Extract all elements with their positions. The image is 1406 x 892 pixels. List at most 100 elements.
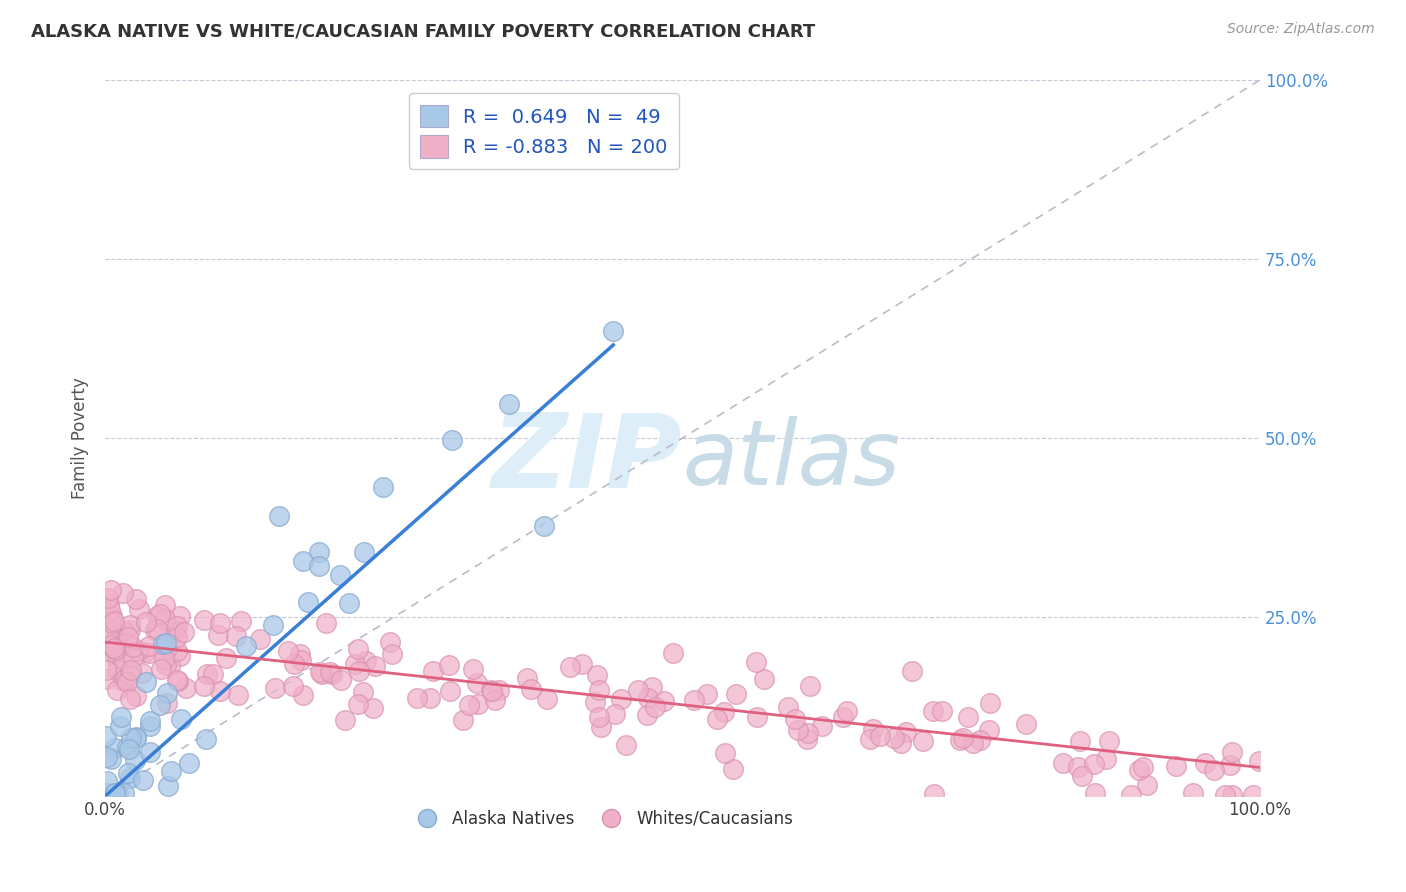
Point bbox=[778, 699, 800, 714]
Point bbox=[179, 756, 201, 770]
Point bbox=[862, 722, 884, 736]
Point bbox=[111, 586, 134, 600]
Point bbox=[104, 642, 127, 657]
Text: Source: ZipAtlas.com: Source: ZipAtlas.com bbox=[1227, 22, 1375, 37]
Point bbox=[832, 709, 855, 723]
Point bbox=[100, 752, 122, 766]
Point bbox=[166, 630, 188, 644]
Point bbox=[145, 623, 167, 637]
Point bbox=[330, 673, 353, 687]
Point bbox=[112, 652, 135, 666]
Point bbox=[208, 684, 231, 698]
Point bbox=[1220, 745, 1243, 759]
Point bbox=[799, 679, 821, 693]
Point bbox=[859, 731, 882, 746]
Point bbox=[1071, 768, 1094, 782]
Point bbox=[354, 654, 377, 668]
Point bbox=[787, 723, 810, 738]
Point bbox=[128, 643, 150, 657]
Point bbox=[225, 629, 247, 643]
Point bbox=[107, 785, 129, 799]
Point bbox=[896, 725, 918, 739]
Point bbox=[118, 667, 141, 681]
Point bbox=[115, 636, 138, 650]
Point bbox=[125, 731, 148, 745]
Point bbox=[103, 640, 125, 655]
Point bbox=[165, 624, 187, 638]
Point bbox=[166, 673, 188, 687]
Point bbox=[135, 674, 157, 689]
Point bbox=[283, 679, 305, 693]
Point bbox=[202, 667, 225, 681]
Point bbox=[422, 664, 444, 678]
Point bbox=[602, 324, 624, 338]
Point bbox=[114, 672, 136, 686]
Point bbox=[1136, 778, 1159, 792]
Point bbox=[721, 762, 744, 776]
Point bbox=[98, 625, 121, 640]
Point bbox=[900, 664, 922, 678]
Point bbox=[1067, 760, 1090, 774]
Point bbox=[156, 640, 179, 655]
Point bbox=[571, 657, 593, 671]
Point bbox=[1219, 757, 1241, 772]
Point bbox=[585, 668, 607, 682]
Point bbox=[115, 674, 138, 689]
Point bbox=[170, 712, 193, 726]
Point bbox=[208, 615, 231, 630]
Point bbox=[463, 662, 485, 676]
Point bbox=[962, 736, 984, 750]
Point bbox=[883, 731, 905, 745]
Point bbox=[111, 673, 134, 688]
Point bbox=[149, 698, 172, 712]
Point bbox=[636, 708, 658, 723]
Point bbox=[969, 732, 991, 747]
Point bbox=[115, 739, 138, 754]
Point bbox=[145, 608, 167, 623]
Point bbox=[1204, 763, 1226, 777]
Point bbox=[458, 698, 481, 713]
Point bbox=[353, 545, 375, 559]
Point bbox=[96, 663, 118, 677]
Point bbox=[96, 774, 118, 789]
Point bbox=[979, 723, 1001, 738]
Point bbox=[110, 710, 132, 724]
Point bbox=[120, 663, 142, 677]
Point bbox=[155, 636, 177, 650]
Point bbox=[169, 608, 191, 623]
Point bbox=[121, 731, 143, 745]
Point bbox=[321, 667, 343, 681]
Point bbox=[101, 616, 124, 631]
Point bbox=[626, 682, 648, 697]
Point bbox=[583, 695, 606, 709]
Point bbox=[949, 733, 972, 747]
Point bbox=[347, 664, 370, 678]
Point bbox=[155, 686, 177, 700]
Point bbox=[174, 681, 197, 696]
Point bbox=[714, 746, 737, 760]
Point bbox=[105, 654, 128, 668]
Point bbox=[288, 647, 311, 661]
Point bbox=[118, 742, 141, 756]
Point bbox=[683, 693, 706, 707]
Point bbox=[1069, 734, 1091, 748]
Point bbox=[100, 638, 122, 652]
Point bbox=[98, 598, 121, 612]
Point bbox=[752, 672, 775, 686]
Point bbox=[138, 646, 160, 660]
Point bbox=[614, 738, 637, 752]
Point bbox=[112, 624, 135, 639]
Point bbox=[347, 641, 370, 656]
Point bbox=[249, 632, 271, 646]
Point bbox=[149, 607, 172, 621]
Legend: Alaska Natives, Whites/Caucasians: Alaska Natives, Whites/Caucasians bbox=[404, 803, 800, 834]
Point bbox=[125, 644, 148, 658]
Point bbox=[96, 672, 118, 686]
Point bbox=[347, 697, 370, 711]
Point bbox=[120, 691, 142, 706]
Point bbox=[125, 689, 148, 703]
Point bbox=[139, 718, 162, 732]
Point bbox=[329, 568, 352, 582]
Point bbox=[1247, 754, 1270, 768]
Point bbox=[419, 690, 441, 705]
